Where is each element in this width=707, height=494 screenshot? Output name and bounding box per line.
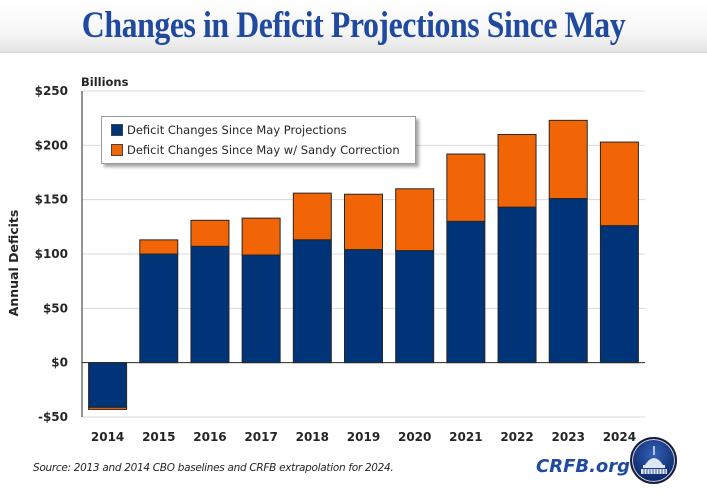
legend-swatch-blue <box>111 124 123 136</box>
bar-sandy-2015 <box>139 239 179 255</box>
bar-projection-2017 <box>241 254 281 364</box>
x-tick-label: 2017 <box>244 430 277 444</box>
bar-sandy-2019 <box>344 193 383 251</box>
legend-swatch-orange <box>111 144 123 156</box>
bar-projection-2021 <box>446 220 486 364</box>
legend-item-projections: Deficit Changes Since May Projections <box>111 122 347 138</box>
bar-sandy-2022 <box>497 133 537 208</box>
bar-projection-2014 <box>88 362 128 408</box>
source-note: Source: 2013 and 2014 CBO baselines and … <box>33 462 394 474</box>
bar-sandy-2017 <box>241 217 281 256</box>
bar-sandy-2023 <box>548 119 588 200</box>
bar-projection-2018 <box>292 239 332 364</box>
bar-projection-2020 <box>395 250 435 364</box>
x-tick-label: 2023 <box>552 430 585 444</box>
legend-label: Deficit Changes Since May Projections <box>127 123 347 137</box>
crfb-link[interactable]: CRFB.org <box>536 456 631 477</box>
bar-sandy-2018 <box>292 192 332 241</box>
y-tick-label: $200 <box>35 138 68 152</box>
capitol-dome-logo-icon <box>630 437 677 484</box>
legend: Deficit Changes Since May Projections De… <box>101 116 416 164</box>
bar-projection-2023 <box>548 198 588 364</box>
y-tick-labels: -$50 $0 $50 $100 $150 $200 $250 <box>35 84 68 424</box>
y-tick-label: $250 <box>35 84 68 98</box>
x-tick-label: 2020 <box>398 430 431 444</box>
x-tick-label: 2021 <box>449 430 482 444</box>
x-tick-label: 2018 <box>296 430 329 444</box>
unit-label: Billions <box>81 75 129 89</box>
x-tick-label: 2024 <box>603 430 636 444</box>
y-axis-label: Annual Deficits <box>6 210 21 317</box>
y-tick-label: $100 <box>35 247 68 261</box>
bar-sandy-2020 <box>395 188 435 252</box>
bar-sandy-2024 <box>599 141 639 227</box>
bar-sandy-2021 <box>446 153 486 222</box>
bar-projection-2016 <box>190 245 230 364</box>
capitol-dome-icon <box>641 446 667 474</box>
axes <box>81 91 645 417</box>
x-tick-label: 2014 <box>91 430 124 444</box>
x-tick-label: 2019 <box>347 430 380 444</box>
x-tick-label: 2015 <box>142 430 175 444</box>
bar-projection-2015 <box>139 253 179 364</box>
x-tick-label: 2022 <box>500 430 533 444</box>
bar-sandy-2016 <box>190 219 230 247</box>
y-tick-label: -$50 <box>38 410 68 424</box>
legend-item-sandy: Deficit Changes Since May w/ Sandy Corre… <box>111 142 400 158</box>
y-tick-label: $150 <box>35 193 68 207</box>
y-tick-label: $50 <box>43 301 68 315</box>
legend-label: Deficit Changes Since May w/ Sandy Corre… <box>127 143 400 157</box>
x-tick-labels: 2014 2015 2016 2017 2018 2019 2020 2021 2022 2023… <box>91 430 636 444</box>
bar-projection-2022 <box>497 206 537 364</box>
bar-projection-2019 <box>344 249 383 364</box>
x-tick-label: 2016 <box>193 430 226 444</box>
bar-projection-2024 <box>599 225 639 364</box>
chart-title: Changes in Deficit Projections Since May <box>81 5 626 46</box>
y-tick-label: $0 <box>51 356 68 370</box>
bars <box>88 119 639 410</box>
title-bar: Changes in Deficit Projections Since May <box>0 0 707 53</box>
